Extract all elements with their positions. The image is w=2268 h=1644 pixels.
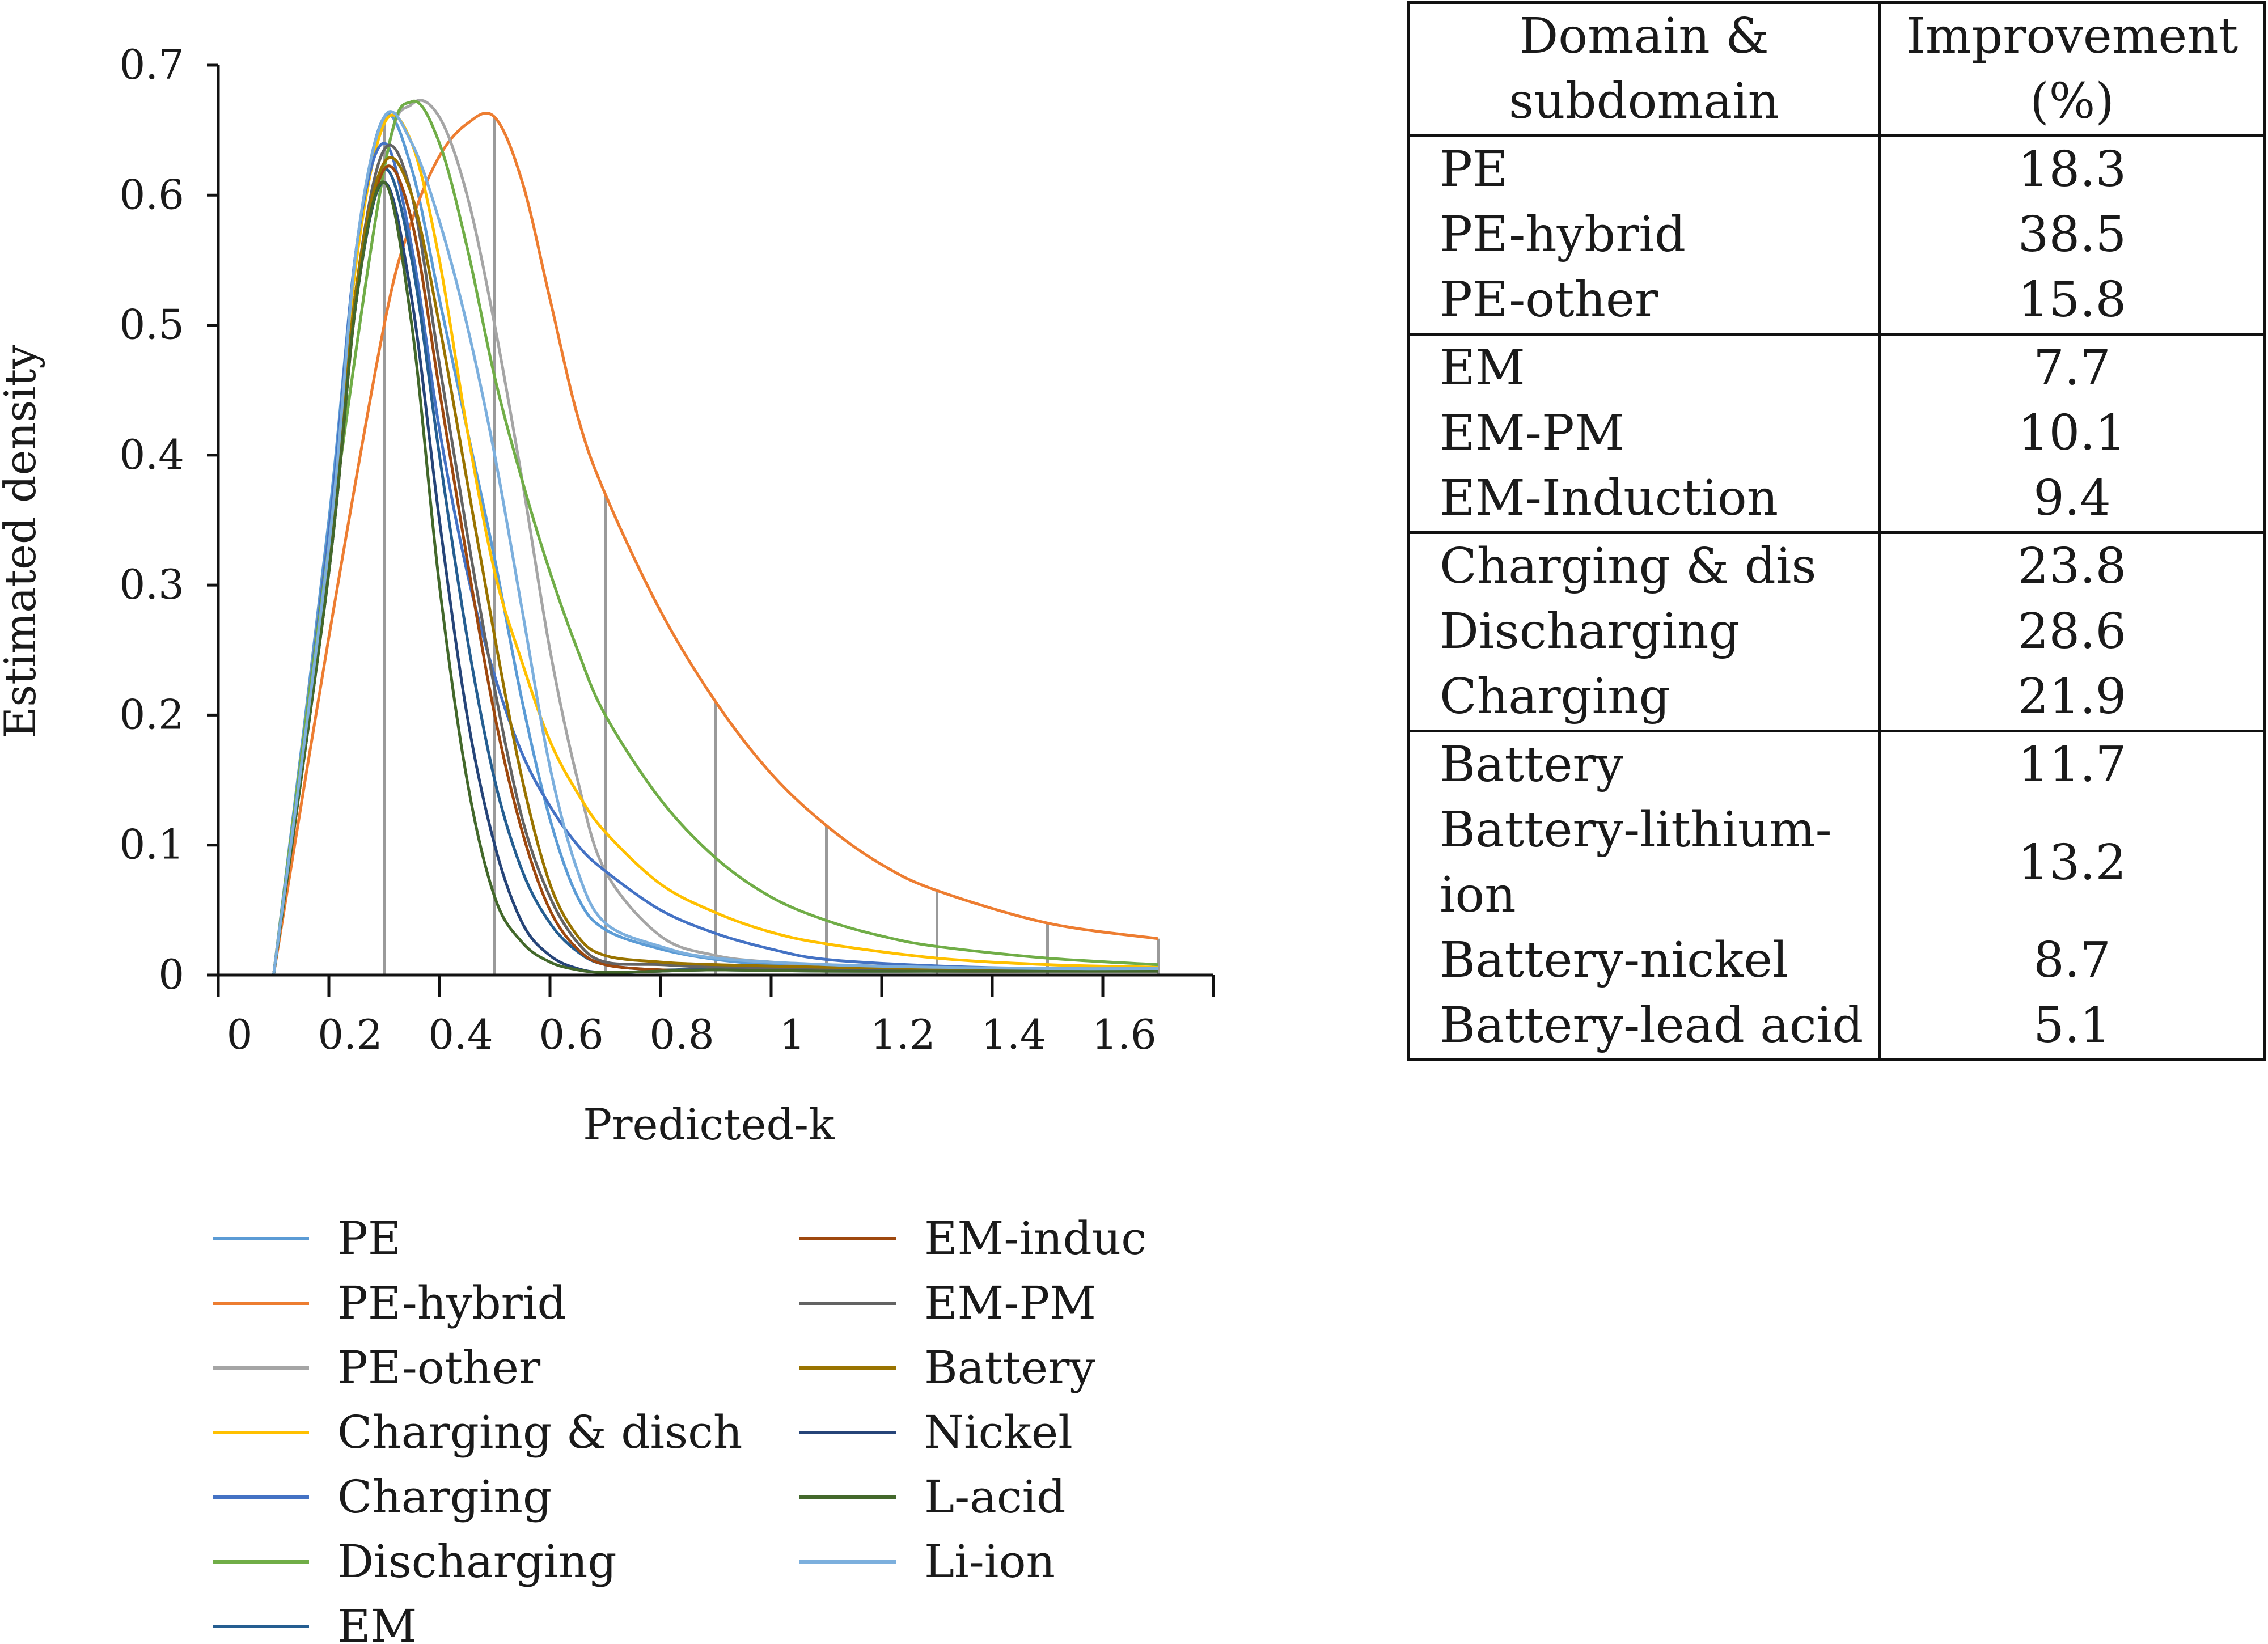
legend-label: Li-ion xyxy=(924,1535,1055,1588)
table-row: Discharging 28.6 xyxy=(1407,599,2266,664)
legend-label: EM xyxy=(337,1600,417,1644)
improvement-cell: 13.2 xyxy=(1878,798,2266,928)
improvement-cell: 21.9 xyxy=(1878,664,2266,732)
table-row: EM-Induction 9.4 xyxy=(1407,466,2266,534)
series-lines xyxy=(272,99,1158,976)
table-row: EM-PM 10.1 xyxy=(1407,401,2266,466)
domain-cell: Battery-lead acid xyxy=(1407,993,1881,1061)
domain-cell: PE-other xyxy=(1407,268,1881,336)
legend-label: Charging & disch xyxy=(337,1406,742,1459)
table-header-row: Domain & subdomain Improvement (%) xyxy=(1407,2,2266,137)
legend-label: Charging xyxy=(337,1471,552,1523)
x-tick-label: 0.6 xyxy=(539,1011,604,1058)
legend-label: PE-other xyxy=(337,1341,541,1394)
improvement-cell: 11.7 xyxy=(1878,731,2266,798)
table-row: PE 18.3 xyxy=(1407,135,2266,202)
improvement-cell: 5.1 xyxy=(1878,993,2266,1061)
table-row: PE-other 15.8 xyxy=(1407,268,2266,336)
y-tick-label: 0.6 xyxy=(119,171,184,218)
domain-cell: Charging & dis xyxy=(1407,532,1881,599)
table-row: PE-hybrid 38.5 xyxy=(1407,202,2266,268)
y-tick-label: 0.5 xyxy=(119,301,184,349)
improvement-cell: 8.7 xyxy=(1878,928,2266,993)
improvement-cell: 10.1 xyxy=(1878,401,2266,466)
x-tick-label: 1.2 xyxy=(870,1011,936,1058)
series-line xyxy=(272,180,1158,976)
x-tick-label: 1.4 xyxy=(981,1011,1046,1058)
table-row: Battery-nickel 8.7 xyxy=(1407,928,2266,993)
domain-cell: PE-hybrid xyxy=(1407,202,1881,268)
domain-cell: EM-Induction xyxy=(1407,466,1881,534)
density-chart: 0 0.1 0.2 0.3 0.4 0.5 0.6 0.7 0 0.2 0.4 0.6 0.8 1 1.2 1… xyxy=(0,41,1215,1644)
y-tick-label: 0.1 xyxy=(119,821,184,868)
x-tick-label: 0.4 xyxy=(428,1011,493,1058)
x-tick-label: 0.8 xyxy=(649,1011,714,1058)
legend-label: L-acid xyxy=(924,1471,1065,1523)
improvement-cell: 18.3 xyxy=(1878,135,2266,202)
table-row: Charging 21.9 xyxy=(1407,664,2266,732)
x-tick-label: 0 xyxy=(227,1011,253,1058)
table-row: EM 7.7 xyxy=(1407,334,2266,401)
y-axis-title: Estimated density xyxy=(0,345,45,738)
table-body: PE 18.3 PE-hybrid 38.5 PE-other 15.8 EM 7.7 EM-P… xyxy=(1407,135,2266,1061)
improvement-cell: 9.4 xyxy=(1878,466,2266,534)
reference-lines xyxy=(383,117,1160,975)
table-row: Charging & dis 23.8 xyxy=(1407,532,2266,599)
table-row: Battery 11.7 xyxy=(1407,731,2266,798)
improvement-cell: 28.6 xyxy=(1878,599,2266,664)
improvement-cell: 38.5 xyxy=(1878,202,2266,268)
tick-labels: 0 0.1 0.2 0.3 0.4 0.5 0.6 0.7 0 0.2 0.4 0.6 0.8 1 1.2 1… xyxy=(119,41,1156,1058)
series-line xyxy=(272,99,1158,976)
x-tick-label: 1.6 xyxy=(1091,1011,1157,1058)
domain-cell: EM xyxy=(1407,334,1881,401)
improvement-cell: 23.8 xyxy=(1878,532,2266,599)
legend: PE PE-hybrid PE-other Charging & disch Charg… xyxy=(213,1212,1146,1644)
legend-label: Discharging xyxy=(337,1535,617,1588)
domain-cell: Battery-lithium-ion xyxy=(1407,798,1881,928)
x-tick-label: 0.2 xyxy=(318,1011,383,1058)
domain-cell: Charging xyxy=(1407,664,1881,732)
domain-cell: PE xyxy=(1407,135,1881,202)
y-tick-label: 0.7 xyxy=(119,41,184,88)
table-row: Battery-lithium-ion 13.2 xyxy=(1407,798,2266,928)
legend-label: EM-induc xyxy=(924,1212,1146,1265)
domain-cell: Battery-nickel xyxy=(1407,928,1881,993)
y-tick-label: 0.3 xyxy=(119,561,184,608)
series-line xyxy=(272,112,1158,976)
table-row: Battery-lead acid 5.1 xyxy=(1407,993,2266,1061)
column-header-improvement: Improvement (%) xyxy=(1878,2,2266,137)
legend-label: PE xyxy=(337,1212,401,1265)
improvement-table: Domain & subdomain Improvement (%) PE 18.… xyxy=(1407,1,2266,1061)
legend-label: Nickel xyxy=(924,1406,1073,1459)
y-tick-label: 0.2 xyxy=(119,690,184,738)
domain-cell: Battery xyxy=(1407,731,1881,798)
legend-label: Battery xyxy=(924,1341,1095,1394)
x-tick-label: 1 xyxy=(780,1011,806,1058)
improvement-cell: 7.7 xyxy=(1878,334,2266,401)
y-tick-label: 0.4 xyxy=(119,431,184,478)
axes xyxy=(207,63,1215,997)
x-axis-title: Predicted-k xyxy=(583,1099,835,1150)
domain-cell: EM-PM xyxy=(1407,401,1881,466)
column-header-domain: Domain & subdomain xyxy=(1407,2,1881,137)
legend-label: PE-hybrid xyxy=(337,1277,566,1329)
legend-label: EM-PM xyxy=(924,1277,1096,1329)
improvement-cell: 15.8 xyxy=(1878,268,2266,336)
series-line xyxy=(272,110,1158,976)
domain-cell: Discharging xyxy=(1407,599,1881,664)
y-tick-label: 0 xyxy=(158,951,184,998)
